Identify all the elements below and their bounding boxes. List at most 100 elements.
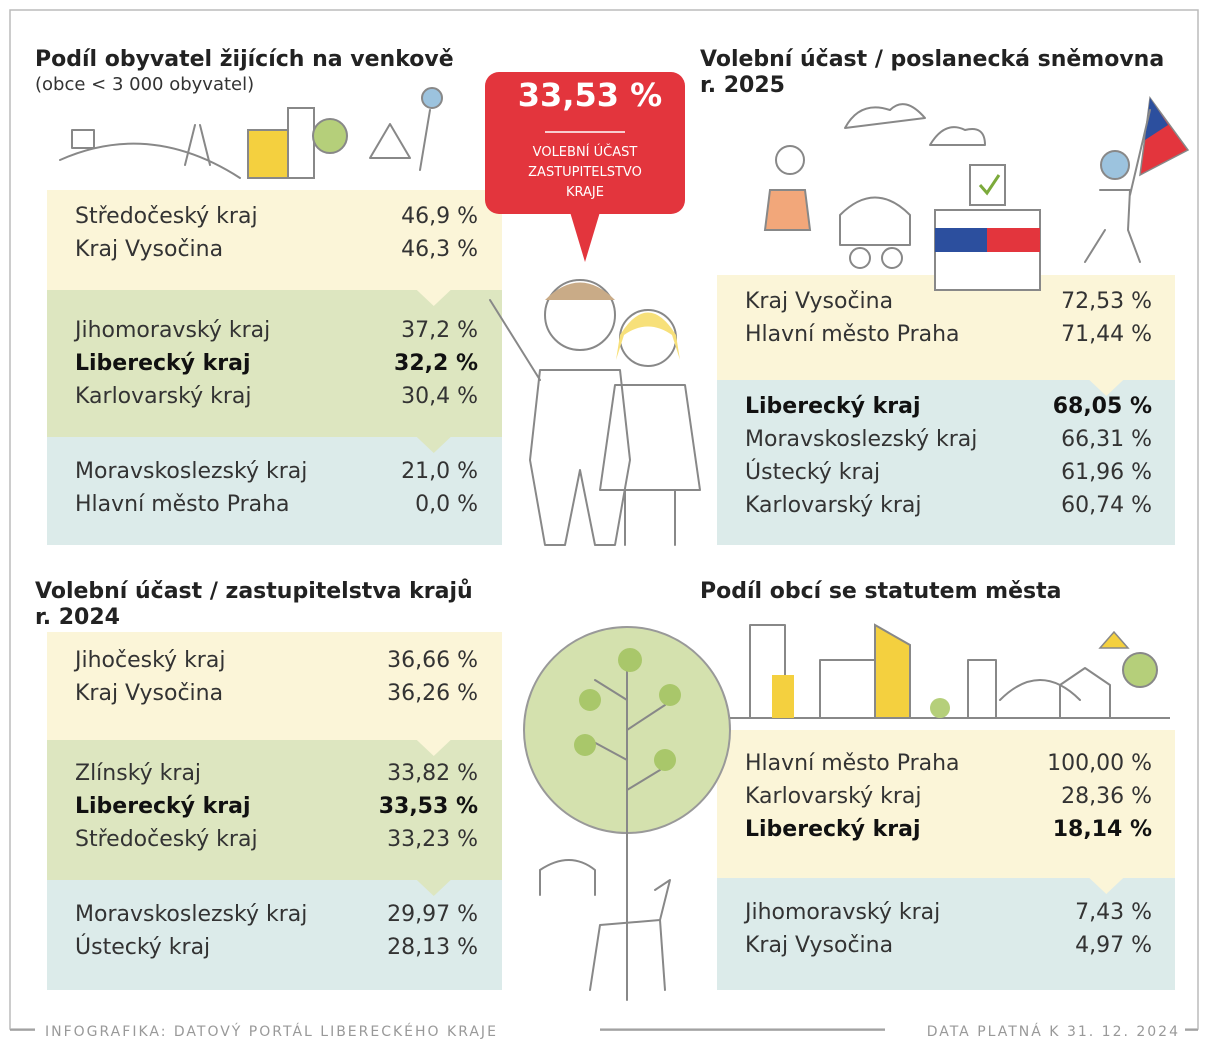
group-box	[47, 190, 502, 290]
group-box	[717, 380, 1175, 545]
row-name: Liberecký kraj	[745, 817, 921, 842]
row-value: 46,9 %	[401, 204, 478, 229]
panel-title: Volební účast / poslanecká sněmovna	[700, 47, 1164, 72]
clouds	[844, 103, 986, 146]
group-box	[47, 740, 502, 880]
group-box	[717, 275, 1175, 380]
group-notch	[415, 739, 452, 756]
panel-title: r. 2025	[700, 73, 785, 98]
leaf	[618, 648, 642, 672]
tower-icon	[287, 107, 315, 179]
row-name: Kraj Vysočina	[745, 933, 893, 958]
yellow-tower	[874, 623, 911, 719]
row-value: 37,2 %	[401, 318, 478, 343]
tree-icon	[312, 118, 348, 154]
house-icon	[71, 129, 95, 149]
boy-body	[1084, 109, 1151, 263]
ballot-red	[987, 228, 1040, 252]
group-notch	[1088, 877, 1125, 894]
footer-left: INFOGRAFIKA: DATOVÝ PORTÁL LIBERECKÉHO K…	[45, 1023, 498, 1039]
row-name: Ústecký kraj	[745, 459, 880, 485]
row-name: Hlavní město Praha	[745, 322, 960, 347]
panel-title: Podíl obcí se statutem města	[700, 579, 1061, 604]
footer-mask	[35, 1020, 600, 1038]
callout-label: VOLEBNÍ ÚČAST	[533, 144, 638, 160]
illustrations	[59, 72, 1190, 1001]
row-value: 66,31 %	[1061, 427, 1152, 452]
roof	[1098, 630, 1130, 649]
callout-box	[485, 72, 685, 214]
yellow-block	[772, 675, 794, 718]
row-value: 61,96 %	[1061, 460, 1152, 485]
group-box	[47, 632, 502, 740]
row-value: 46,3 %	[401, 237, 478, 262]
row-value: 36,66 %	[387, 648, 478, 673]
group-notch	[415, 879, 452, 896]
tree-icon	[1122, 652, 1158, 688]
row-name: Hlavní město Praha	[75, 492, 290, 517]
callout-pointer	[570, 212, 600, 262]
woman-body	[599, 384, 701, 546]
head-icon	[421, 87, 443, 109]
row-value: 29,97 %	[387, 902, 478, 927]
ballot-paper	[969, 164, 1006, 206]
group-box	[717, 878, 1175, 990]
deer	[539, 859, 671, 991]
wheel	[881, 247, 903, 269]
check	[978, 174, 1001, 196]
boy-head	[1100, 150, 1130, 180]
row-name: Středočeský kraj	[75, 204, 258, 229]
panel-title: r. 2024	[35, 605, 120, 630]
tree-trunk	[589, 659, 666, 1001]
row-value: 33,23 %	[387, 827, 478, 852]
row-name: Zlínský kraj	[75, 761, 201, 786]
row-name: Karlovarský kraj	[745, 493, 922, 518]
row-value: 0,0 %	[415, 492, 478, 517]
bush	[930, 698, 950, 718]
row-value: 30,4 %	[401, 384, 478, 409]
group-notch	[415, 436, 452, 453]
man-head	[544, 279, 616, 351]
tower-block	[749, 624, 786, 719]
row-name: Středočeský kraj	[75, 827, 258, 852]
row-value: 4,97 %	[1075, 933, 1152, 958]
callout-label: KRAJE	[566, 185, 604, 200]
man-body	[489, 299, 631, 546]
row-value: 32,2 %	[394, 351, 478, 376]
row-value: 100,00 %	[1047, 751, 1152, 776]
row-name: Jihomoravský kraj	[73, 318, 270, 343]
row-name: Kraj Vysočina	[745, 289, 893, 314]
hill	[59, 142, 241, 179]
row-name: Liberecký kraj	[75, 794, 251, 819]
block	[967, 659, 997, 719]
row-value: 36,26 %	[387, 681, 478, 706]
group-box	[717, 730, 1175, 878]
row-name: Jihomoravský kraj	[743, 900, 940, 925]
footer-right: DATA PLATNÁ K 31. 12. 2024	[927, 1023, 1180, 1039]
row-value: 18,14 %	[1053, 817, 1152, 842]
group-notch	[415, 289, 452, 306]
leaf	[654, 749, 676, 771]
row-name: Moravskoslezský kraj	[75, 459, 307, 484]
group-notch	[1088, 379, 1125, 396]
row-name: Liberecký kraj	[745, 394, 921, 419]
row-value: 71,44 %	[1061, 322, 1152, 347]
row-name: Jihočeský kraj	[73, 648, 225, 673]
house	[999, 667, 1111, 719]
panel-subtitle: (obce < 3 000 obyvatel)	[35, 74, 254, 95]
wheel	[849, 247, 871, 269]
mother-dress	[763, 189, 812, 231]
row-value: 68,05 %	[1053, 394, 1152, 419]
row-name: Liberecký kraj	[75, 351, 251, 376]
row-name: Karlovarský kraj	[75, 384, 252, 409]
row-name: Moravskoslezský kraj	[75, 902, 307, 927]
callout-label: ZASTUPITELSTVO	[528, 165, 642, 180]
row-value: 21,0 %	[401, 459, 478, 484]
row-name: Kraj Vysočina	[75, 237, 223, 262]
row-value: 72,53 %	[1061, 289, 1152, 314]
leaf	[659, 684, 681, 706]
row-value: 28,13 %	[387, 935, 478, 960]
group-box	[47, 880, 502, 990]
leaf	[579, 689, 601, 711]
